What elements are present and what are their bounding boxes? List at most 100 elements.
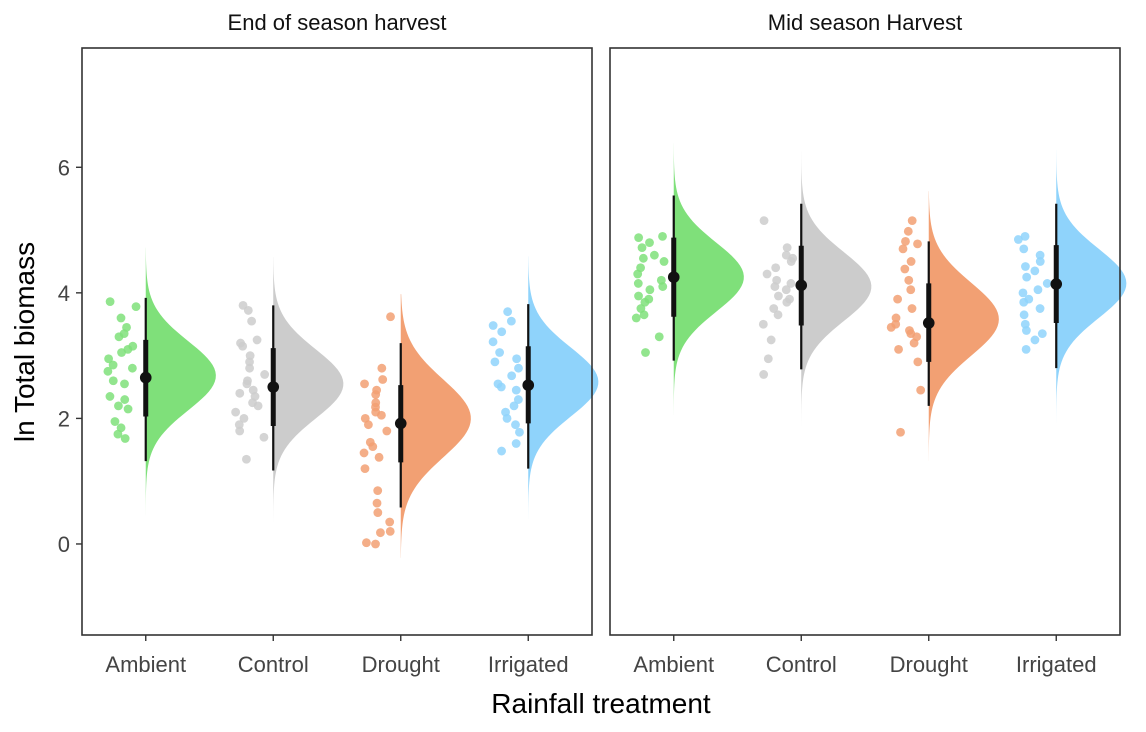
panel-border [609,47,1121,636]
data-point [913,357,923,367]
x-tick-label: Irrigated [488,652,569,677]
plot-panels [81,47,1127,636]
mean-point [139,371,152,384]
data-point [898,244,908,254]
data-point [907,304,917,313]
data-point [907,216,917,226]
raincloud-group [886,191,999,462]
data-point [658,282,668,291]
facet-panel [81,47,599,636]
data-point [238,341,248,351]
data-point [1021,344,1031,354]
mean-point [1050,278,1063,290]
data-point [1018,288,1028,298]
mean-point [267,381,280,393]
data-point [242,379,252,389]
data-point [490,357,500,367]
data-point [382,426,392,436]
data-point [378,375,388,384]
data-point [1035,304,1045,313]
data-point [104,354,114,364]
data-point [1022,272,1032,282]
density-half-violin [528,256,599,519]
raincloud-group [631,143,744,416]
data-point [891,313,901,323]
data-point [763,354,773,364]
data-point [506,316,516,326]
data-point [770,282,780,291]
data-point [117,348,126,357]
data-point [893,294,903,304]
data-point [497,327,507,337]
raincloud-group [231,257,344,522]
data-point [906,257,916,266]
data-point [1030,335,1040,345]
data-point [1019,244,1029,254]
data-point [782,243,792,253]
data-point [120,434,130,443]
data-point [782,297,792,307]
data-point [385,517,395,527]
mean-point [922,317,935,329]
x-tick-label: Control [766,652,837,677]
data-point [131,302,141,312]
data-point [113,429,123,439]
density-half-violin [273,257,344,522]
data-point [909,338,919,348]
data-point [373,508,383,517]
data-point [360,379,369,389]
data-point [231,407,241,417]
facet-title-end-of-season: End of season harvest [228,10,447,35]
x-axis: Ambient Control Drought Irrigated Ambient Con… [105,635,1097,677]
data-point [513,395,523,404]
data-point [658,231,667,241]
data-point [243,306,253,315]
data-point [1035,250,1045,260]
mean-point [394,417,407,430]
data-point [360,464,370,474]
data-point [108,376,118,386]
x-axis-title: Rainfall treatment [491,688,711,719]
data-point [774,291,783,301]
data-point [634,233,644,242]
y-axis: 0 2 4 6 [58,155,82,557]
data-point [503,307,513,317]
data-point [120,379,129,389]
data-point [120,395,130,404]
data-point [633,279,643,288]
data-point [488,321,498,330]
data-point [886,322,896,332]
facet-panel [609,47,1127,636]
y-tick-label: 4 [58,281,70,306]
x-tick-label: Irrigated [1016,652,1097,677]
data-point [515,427,524,437]
density-half-violin [928,191,999,462]
data-point [253,401,263,411]
data-point [641,348,650,357]
raincloud-group [103,247,216,516]
data-point [114,332,124,342]
data-point [645,238,654,248]
data-point [1030,266,1040,276]
raincloud-group [488,256,599,519]
data-point [638,253,648,263]
data-point [245,357,254,367]
facet-title-mid-season: Mid season Harvest [768,10,962,35]
data-point [368,442,378,452]
data-point [1033,285,1043,295]
x-tick-label: Ambient [633,652,714,677]
data-point [507,371,517,381]
data-point [123,404,133,414]
data-point [773,310,783,320]
y-tick-label: 0 [58,532,70,557]
data-point [769,304,779,313]
mean-point [667,271,680,283]
data-point [245,363,254,373]
data-point [1013,235,1023,244]
x-tick-label: Drought [890,652,968,677]
data-point [637,243,647,253]
data-point [362,538,371,548]
data-point [252,335,262,345]
data-point [759,370,769,379]
data-point [786,257,796,266]
